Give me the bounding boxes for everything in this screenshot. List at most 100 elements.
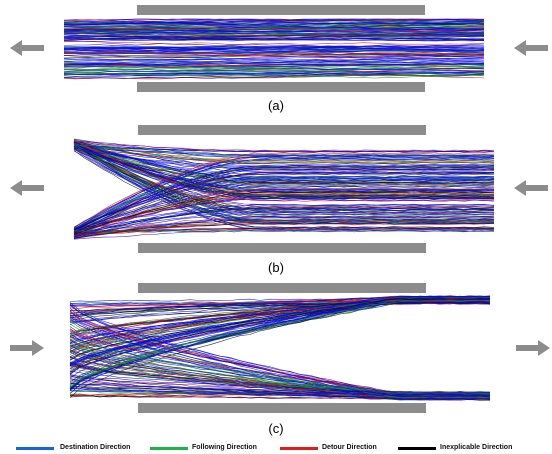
trajectory [73, 144, 494, 222]
trajectory [73, 146, 494, 193]
trajectory [69, 295, 491, 367]
trajectory [73, 146, 495, 190]
trajectory [69, 378, 491, 401]
panel-b: (b) [10, 125, 548, 275]
trajectory [73, 210, 495, 238]
right-arrow [10, 340, 44, 356]
trajectory [63, 53, 485, 58]
trajectory [73, 149, 495, 199]
legend-swatch [150, 447, 188, 450]
trajectory [73, 145, 495, 176]
left-arrow [514, 40, 548, 56]
top-wall [138, 125, 426, 135]
trajectory [69, 302, 491, 333]
right-arrow [516, 340, 550, 356]
trajectory-lines [63, 18, 485, 80]
trajectory [73, 179, 495, 234]
trajectory [69, 298, 491, 337]
trajectory [69, 299, 491, 398]
trajectory [69, 374, 491, 394]
trajectory [63, 67, 485, 73]
left-arrow [10, 180, 44, 196]
trajectory [73, 145, 495, 153]
trajectory [63, 73, 485, 79]
trajectory [63, 64, 485, 70]
bottom-wall [137, 82, 425, 92]
trajectory [73, 212, 495, 237]
legend-label: Detour Direction [322, 444, 377, 451]
trajectory [69, 300, 491, 379]
trajectory [63, 49, 485, 55]
trajectory [63, 63, 484, 71]
left-arrow [514, 180, 548, 196]
legend: Destination Direction Following Directio… [0, 442, 552, 454]
trajectory [63, 58, 485, 61]
trajectory [73, 188, 495, 232]
trajectory-figure: (a) (b) (c) [10, 5, 550, 436]
trajectory [63, 45, 485, 49]
trajectory [73, 147, 495, 170]
trajectory [63, 34, 485, 41]
trajectory [63, 25, 485, 32]
trajectory [63, 74, 485, 80]
trajectory [63, 33, 485, 38]
trajectory [63, 25, 485, 30]
trajectory [63, 60, 484, 65]
trajectory-lines [73, 138, 495, 240]
trajectory [73, 185, 495, 231]
trajectory [73, 228, 495, 236]
trajectory [69, 299, 491, 384]
trajectory [69, 296, 491, 370]
trajectory [64, 29, 485, 34]
trajectory [73, 140, 495, 152]
trajectory [73, 171, 495, 234]
trajectory [73, 148, 495, 185]
trajectory [63, 20, 485, 25]
trajectory [73, 146, 495, 211]
trajectory [73, 195, 495, 232]
trajectory [73, 145, 495, 224]
trajectory [73, 204, 495, 236]
trajectory [69, 296, 491, 316]
trajectory [73, 178, 495, 230]
trajectory [63, 47, 485, 52]
trajectory [63, 22, 485, 31]
trajectory [64, 57, 485, 69]
trajectory [73, 150, 495, 225]
panel-c: (c) [10, 283, 550, 436]
legend-label: Inexplicable Direction [440, 444, 513, 451]
trajectory [63, 56, 484, 61]
trajectory [69, 317, 491, 398]
trajectory [69, 301, 491, 312]
trajectory [69, 388, 491, 397]
trajectory [73, 145, 495, 216]
panel-a: (a) [10, 5, 548, 113]
trajectory [73, 140, 495, 171]
trajectory [63, 62, 485, 67]
trajectory [73, 141, 495, 182]
trajectory [73, 218, 495, 239]
trajectory [73, 207, 495, 236]
trajectory [69, 356, 491, 394]
trajectory [73, 141, 495, 184]
trajectory [73, 229, 494, 233]
trajectory [69, 297, 491, 302]
panel-caption: (c) [268, 421, 283, 436]
trajectory [63, 45, 485, 50]
trajectory [73, 172, 495, 231]
trajectory [69, 350, 491, 399]
trajectory [63, 67, 485, 73]
trajectory-lines [69, 295, 491, 401]
trajectory [73, 164, 495, 237]
legend-swatch [16, 447, 54, 450]
left-arrow [10, 40, 44, 56]
trajectory [63, 71, 485, 77]
trajectory [63, 22, 485, 27]
trajectory [63, 43, 485, 47]
trajectory [63, 52, 485, 56]
bottom-wall [138, 243, 426, 253]
trajectory [63, 70, 485, 75]
legend-swatch [398, 447, 436, 450]
legend-swatch [280, 447, 318, 450]
trajectory [63, 40, 485, 45]
